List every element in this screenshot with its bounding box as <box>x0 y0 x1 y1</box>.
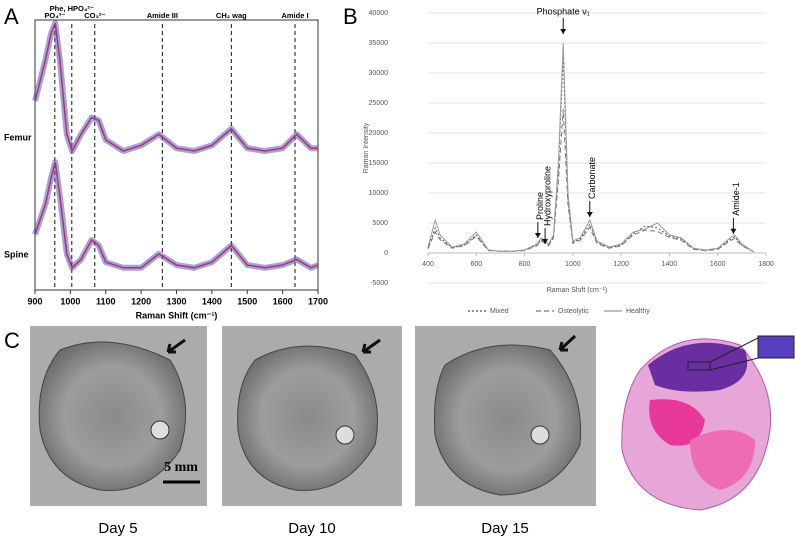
x-tick-label: 1200 <box>131 296 151 306</box>
x-tick-label: 1000 <box>60 296 80 306</box>
peak-label: CH₂ wag <box>216 11 247 20</box>
series-label: Spine <box>4 249 29 259</box>
x-tick-label: 1400 <box>662 261 678 268</box>
x-tick-label: 1200 <box>613 261 629 268</box>
x-tick-label: 1800 <box>758 261 774 268</box>
peak-label: PO₄³⁻ <box>44 11 65 20</box>
tissue-detail <box>530 425 550 445</box>
y-tick-label: 20000 <box>369 130 389 137</box>
x-tick-label: 400 <box>422 261 434 268</box>
scale-bar-label: 5 mm <box>164 460 198 475</box>
y-tick-label: 5000 <box>372 220 388 227</box>
y-axis-title: Raman Intensity <box>363 122 370 173</box>
spectrum-line <box>34 161 319 270</box>
arrow-head <box>534 233 541 238</box>
plot-frame <box>34 19 319 291</box>
spectrum-line <box>34 22 318 153</box>
peak-label: Amide I <box>281 11 308 20</box>
zoom-line <box>709 357 759 371</box>
photo-panels: 5 mm Day 5 Day 10 Day 15 <box>30 326 596 537</box>
legend-label: Mixed <box>490 308 509 315</box>
x-tick-label: 1500 <box>237 296 257 306</box>
tissue-detail <box>150 420 170 440</box>
y-tick-label: 25000 <box>369 100 389 107</box>
zoom-inset <box>757 335 795 359</box>
tissue-detail <box>335 425 355 445</box>
peak-label: Phe, HPO₄²⁻ <box>50 4 94 13</box>
x-tick-label: 600 <box>470 261 482 268</box>
section-region <box>690 430 755 490</box>
caption: Day 10 <box>288 520 336 537</box>
spectrum-band <box>32 159 320 271</box>
x-tick-label: 1600 <box>273 296 293 306</box>
peak-label: Amide III <box>147 11 178 20</box>
zoom-box <box>687 361 711 371</box>
annotation-label: Carbonate <box>587 157 597 199</box>
annotation-label: Hydroxyproline <box>542 166 552 226</box>
y-tick-label: 15000 <box>369 160 389 167</box>
zoom-line <box>709 337 759 363</box>
series-label: Femur <box>4 133 32 143</box>
tissue <box>433 344 582 496</box>
y-tick-label: 30000 <box>369 70 389 77</box>
panel-label: A <box>4 4 19 29</box>
annotation-label: Phosphate ν₁ <box>537 6 590 16</box>
arrow-head <box>586 212 593 217</box>
x-tick-label: 1400 <box>202 296 222 306</box>
spectrum-band <box>32 20 318 154</box>
arrow <box>361 338 381 354</box>
arrow <box>166 338 186 354</box>
y-tick-label: 40000 <box>369 10 389 17</box>
arrow-head <box>560 29 567 34</box>
tissue <box>237 345 378 491</box>
x-tick-label: 1300 <box>166 296 186 306</box>
x-tick-label: 1100 <box>96 296 116 306</box>
annotation-label: Amide-1 <box>731 182 741 216</box>
panel-label: C <box>4 328 20 353</box>
x-tick-label: 900 <box>27 296 42 306</box>
x-axis-title: Raman Shift (cm⁻¹) <box>136 310 218 320</box>
x-tick-label: 1000 <box>565 261 581 268</box>
y-tick-label: 35000 <box>369 40 389 47</box>
x-tick-label: 1700 <box>308 296 328 306</box>
spectrum-line <box>427 42 755 253</box>
histology <box>621 335 795 511</box>
peak-label: CO₃²⁻ <box>84 11 105 20</box>
caption: Day 15 <box>481 520 529 537</box>
legend-label: Osteolytic <box>558 308 589 315</box>
legend-label: Healthy <box>626 308 650 315</box>
arrow <box>558 334 577 352</box>
section-region <box>649 399 705 446</box>
annotation-label: Proline <box>535 192 545 220</box>
x-tick-label: 1600 <box>710 261 726 268</box>
x-axis-title: Raman Shift (cm⁻¹) <box>547 287 607 294</box>
section-region <box>648 342 748 392</box>
caption: Day 5 <box>98 520 137 537</box>
y-tick-label: 10000 <box>369 190 389 197</box>
tissue <box>38 341 187 491</box>
panel-label: B <box>343 4 358 29</box>
y-tick-label: 0 <box>384 250 388 257</box>
x-tick-label: 800 <box>519 261 531 268</box>
arrow-head <box>730 228 737 234</box>
y-tick-label: -5000 <box>370 280 388 287</box>
arrow-head <box>542 239 549 244</box>
spectrum-line <box>427 108 755 253</box>
